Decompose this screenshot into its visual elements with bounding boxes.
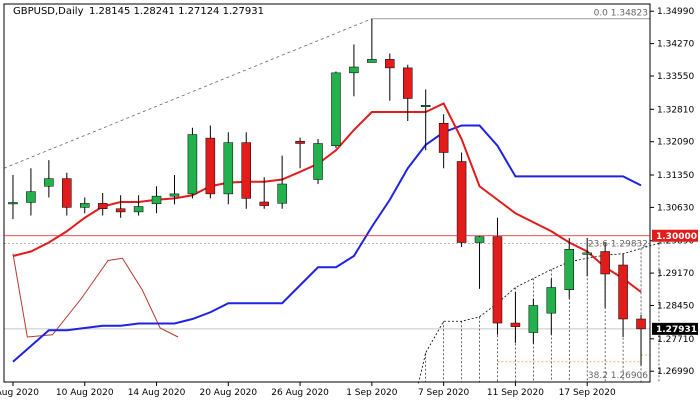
candle-body — [205, 137, 216, 195]
candle-body — [385, 59, 395, 69]
y-tick-label: 1.28450 — [657, 302, 694, 312]
candle-body — [403, 67, 413, 99]
candle-body — [564, 249, 574, 290]
x-tick-label: 20 Aug 2020 — [199, 388, 257, 398]
price-tag-label: 1.27931 — [656, 325, 697, 335]
y-tick-label: 1.29170 — [657, 269, 694, 279]
candle-body — [62, 178, 72, 208]
axes: 1.34990 1.34270 1.33550 1.32810 1.32090 1.313… — [0, 3, 694, 398]
x-tick-label: 11 Sep 2020 — [487, 388, 544, 398]
fib-label: 38.2 1.26906 — [588, 371, 648, 381]
candle-body — [44, 178, 54, 187]
candle-body — [331, 72, 341, 146]
y-tick-label: 1.34990 — [657, 7, 694, 17]
moving-averages — [12, 102, 642, 363]
candle-body — [492, 236, 503, 324]
y-tick-label: 1.34270 — [657, 40, 694, 50]
candle-body — [115, 208, 126, 213]
price-tag-bg — [652, 322, 698, 335]
candle-body — [618, 264, 628, 320]
candle-body — [438, 123, 449, 153]
candle-body — [223, 142, 234, 195]
candle-body — [546, 287, 557, 314]
candle-body — [474, 236, 485, 243]
price-tag-bg — [652, 229, 698, 242]
x-tick-label: 26 Aug 2020 — [271, 388, 329, 398]
candle-body — [133, 206, 144, 213]
candle-body — [420, 105, 431, 107]
x-tick-label: 4 Aug 2020 — [0, 388, 39, 398]
candle-body — [295, 141, 305, 144]
y-tick-label: 1.32090 — [657, 138, 694, 148]
fib-label: 0.0 1.34823 — [594, 9, 648, 19]
x-tick-label: 7 Sep 2020 — [418, 388, 470, 398]
ma-fast-line — [12, 102, 642, 293]
header-ohlc: 1.28145 1.28241 1.27124 1.27931 — [89, 6, 264, 17]
plot-frame — [3, 3, 651, 383]
y-tick-label: 1.30630 — [657, 203, 694, 213]
candle-body — [636, 318, 646, 330]
candle-body — [241, 142, 251, 199]
price-tag-label: 1.30000 — [656, 232, 697, 242]
fib-fan-boundary — [418, 243, 660, 384]
candle-body — [582, 252, 592, 255]
x-tick-label: 1 Sep 2020 — [346, 388, 398, 398]
candle-body — [277, 183, 287, 204]
y-tick-label: 1.32810 — [657, 105, 694, 115]
candle-body — [349, 66, 359, 74]
x-tick-label: 10 Aug 2020 — [56, 388, 114, 398]
x-tick-label: 14 Aug 2020 — [128, 388, 186, 398]
y-tick-label: 1.33550 — [657, 72, 694, 82]
fib-trendline — [3, 18, 373, 169]
ma-slow-line — [12, 124, 642, 363]
price-tags: 1.30000 1.27931 — [4, 229, 698, 335]
x-tick-label: 17 Sep 2020 — [559, 388, 616, 398]
y-tick-label: 1.31350 — [657, 171, 694, 181]
candle-body — [97, 203, 108, 210]
candle-body — [259, 201, 269, 206]
candle-body — [600, 251, 610, 275]
candle-body — [26, 191, 36, 203]
candle-body — [187, 134, 198, 195]
candle-body — [151, 195, 162, 205]
candle-body — [510, 322, 521, 327]
oscillator-series — [12, 253, 179, 338]
header-symbol: GBPUSD,Daily — [13, 6, 84, 17]
oscillator-line — [12, 253, 179, 338]
candle-body — [80, 203, 90, 208]
y-tick-label: 1.27710 — [657, 335, 694, 345]
candle-body — [456, 161, 467, 243]
candles — [8, 18, 646, 366]
candle-body — [528, 305, 539, 333]
fib-label: 23.6 1.29832 — [588, 239, 648, 249]
candle-body — [169, 193, 180, 197]
y-tick-label: 1.26990 — [657, 367, 694, 377]
candle-body — [313, 143, 323, 180]
candle-body — [8, 202, 18, 205]
candle-body — [367, 59, 377, 63]
